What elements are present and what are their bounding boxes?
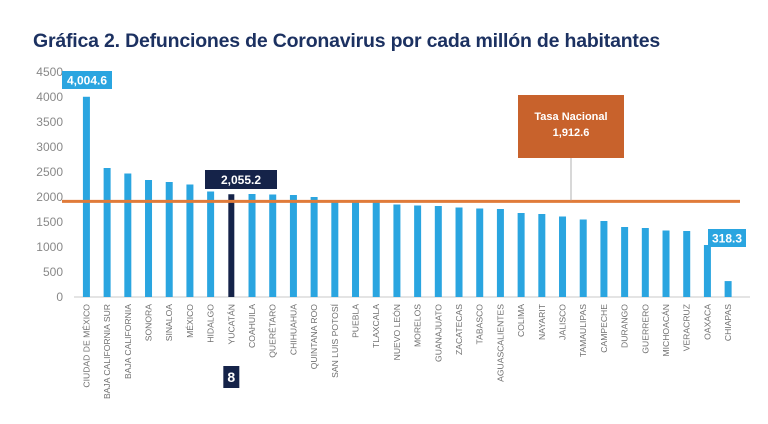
bar — [724, 281, 732, 297]
bar — [621, 227, 629, 297]
y-tick-label: 1000 — [36, 240, 63, 254]
x-tick-label: SAN LUIS POTOSÍ — [330, 303, 340, 377]
bars-group — [82, 96, 732, 298]
y-tick-label: 2500 — [36, 165, 63, 179]
bar — [662, 230, 670, 297]
bar — [372, 202, 380, 297]
y-tick-label: 2000 — [36, 190, 63, 204]
x-tick-label: MÉXICO — [185, 304, 195, 338]
y-tick-label: 4500 — [36, 65, 63, 79]
bar — [538, 214, 546, 297]
annotations-group: Tasa Nacional 1,912.6 4,004.6 2,055.2 318.3 8 — [62, 71, 746, 388]
bar — [289, 195, 297, 297]
bar — [331, 201, 339, 297]
x-tick-label: OAXACA — [702, 304, 712, 340]
bar — [434, 206, 442, 297]
y-tick-label: 1500 — [36, 215, 63, 229]
bar — [579, 219, 587, 297]
x-tick-label: TAMAULIPAS — [578, 304, 588, 357]
x-tick-label: HIDALGO — [206, 304, 216, 343]
bar — [517, 213, 525, 297]
x-tick-label: QUERÉTARO — [268, 304, 278, 358]
x-tick-label: SONORA — [144, 304, 154, 342]
x-tick-label: COLIMA — [516, 304, 526, 337]
reference-callout-box — [518, 95, 624, 158]
y-tick-label: 3000 — [36, 140, 63, 154]
data-label-box — [205, 170, 277, 189]
bar — [269, 194, 277, 297]
bar — [103, 168, 111, 297]
x-tick-label: TABASCO — [475, 304, 485, 345]
y-tick-label: 0 — [56, 290, 63, 304]
rank-badge — [223, 366, 240, 388]
data-label-box — [62, 71, 112, 89]
x-tick-label: ZACATECAS — [454, 304, 464, 355]
x-tick-label: YUCATÁN — [226, 304, 236, 344]
data-label: 2,055.2 — [221, 173, 261, 187]
bar — [207, 191, 215, 297]
bar — [703, 245, 711, 297]
bar — [393, 204, 401, 297]
x-tick-label: SINALOA — [164, 304, 174, 342]
x-tick-label: BAJA CALIFORNIA SUR — [102, 304, 112, 399]
x-tick-label: BAJA CALIFORNIA — [123, 304, 133, 379]
bar — [186, 184, 194, 297]
x-tick-label: MICHOACÁN — [661, 304, 671, 357]
x-tick-label: MORELOS — [413, 304, 423, 347]
bar — [145, 180, 153, 297]
bar — [476, 208, 484, 297]
bar — [165, 182, 173, 297]
data-label: 4,004.6 — [67, 74, 107, 88]
reference-label: Tasa Nacional — [534, 111, 607, 123]
x-tick-label: CAMPECHE — [599, 304, 609, 353]
bar — [683, 231, 691, 297]
x-tick-label: CHIHUAHUA — [288, 304, 298, 355]
x-tick-label: COAHUILA — [247, 304, 257, 348]
x-tick-label: PUEBLA — [351, 304, 361, 338]
x-tick-label: CIUDAD DE MÉXICO — [81, 304, 91, 388]
bar — [641, 228, 649, 297]
bar — [82, 96, 90, 298]
bar — [496, 209, 504, 297]
x-tick-labels: CIUDAD DE MÉXICO BAJA CALIFORNIA SUR BAJA … — [81, 303, 733, 399]
reference-value-label: 1,912.6 — [553, 127, 590, 139]
bar — [455, 207, 463, 297]
x-tick-label: QUINTANA ROO — [309, 304, 319, 370]
data-label: 318.3 — [712, 232, 742, 246]
x-tick-label: AGUASCALIENTES — [495, 304, 505, 382]
x-tick-label: GUANAJUATO — [433, 304, 443, 362]
y-tick-label: 4000 — [36, 90, 63, 104]
bar — [600, 221, 608, 297]
bar-highlight — [228, 194, 235, 297]
chart-title: Gráfica 2. Defunciones de Coronavirus po… — [33, 30, 661, 52]
data-label-box — [708, 229, 746, 247]
x-tick-label: TLAXCALA — [371, 304, 381, 348]
bar — [310, 197, 318, 297]
y-tick-label: 500 — [43, 265, 63, 279]
bar — [414, 205, 422, 297]
y-tick-label: 3500 — [36, 115, 63, 129]
y-tick-labels: 0 500 1000 1500 2000 2500 3000 3500 4000 4500 — [36, 65, 63, 304]
bar — [248, 194, 256, 297]
x-tick-label: CHIAPAS — [723, 304, 733, 341]
bar — [124, 173, 132, 297]
x-tick-label: NAYARIT — [537, 303, 547, 340]
x-tick-label: JALISCO — [558, 304, 568, 340]
x-tick-label: NUEVO LEÓN — [392, 304, 402, 360]
x-tick-label: DURANGO — [620, 304, 630, 348]
bar — [559, 216, 567, 297]
rank-badge-label: 8 — [227, 369, 235, 385]
bar — [352, 202, 360, 297]
x-tick-label: GUERRERO — [640, 304, 650, 354]
x-tick-label: VERACRUZ — [682, 304, 692, 351]
